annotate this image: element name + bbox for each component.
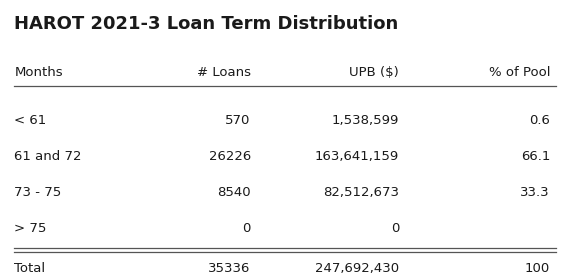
Text: # Loans: # Loans: [197, 66, 251, 79]
Text: 0: 0: [242, 222, 251, 235]
Text: 100: 100: [525, 262, 550, 275]
Text: 8540: 8540: [217, 186, 251, 199]
Text: < 61: < 61: [14, 114, 47, 127]
Text: % of Pool: % of Pool: [488, 66, 550, 79]
Text: 163,641,159: 163,641,159: [315, 150, 399, 163]
Text: > 75: > 75: [14, 222, 47, 235]
Text: Total: Total: [14, 262, 46, 275]
Text: 247,692,430: 247,692,430: [315, 262, 399, 275]
Text: 570: 570: [225, 114, 251, 127]
Text: 35336: 35336: [209, 262, 251, 275]
Text: 26226: 26226: [209, 150, 251, 163]
Text: 61 and 72: 61 and 72: [14, 150, 82, 163]
Text: 0: 0: [390, 222, 399, 235]
Text: HAROT 2021-3 Loan Term Distribution: HAROT 2021-3 Loan Term Distribution: [14, 15, 398, 33]
Text: 73 - 75: 73 - 75: [14, 186, 62, 199]
Text: Months: Months: [14, 66, 63, 79]
Text: 82,512,673: 82,512,673: [323, 186, 399, 199]
Text: UPB ($): UPB ($): [349, 66, 399, 79]
Text: 66.1: 66.1: [520, 150, 550, 163]
Text: 0.6: 0.6: [529, 114, 550, 127]
Text: 33.3: 33.3: [520, 186, 550, 199]
Text: 1,538,599: 1,538,599: [332, 114, 399, 127]
